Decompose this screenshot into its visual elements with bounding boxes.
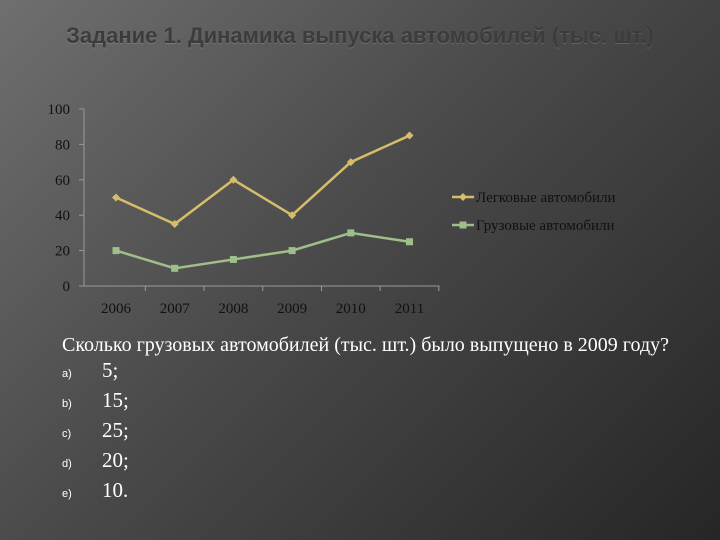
y-tick-label: 100 bbox=[48, 102, 71, 118]
option-text: 10. bbox=[102, 478, 129, 502]
data-point bbox=[112, 247, 120, 255]
x-tick-label: 2007 bbox=[160, 301, 191, 317]
option-marker: b) bbox=[62, 398, 72, 410]
answer-option-a[interactable]: a) 5; bbox=[62, 358, 682, 388]
legend-label: Легковые автомобили bbox=[476, 190, 616, 206]
data-point bbox=[405, 131, 414, 140]
line-chart: 0 20 40 60 80 100 2006 2007 2008 2009 2010 2011 Легк… bbox=[0, 90, 720, 330]
question-text: Сколько грузовых автомобилей (тыс. шт.) … bbox=[62, 334, 669, 356]
data-point bbox=[170, 220, 179, 229]
chart-canvas: 0 20 40 60 80 100 2006 2007 2008 2009 2010 2011 Легк… bbox=[48, 102, 616, 317]
data-point bbox=[288, 247, 296, 255]
legend-marker bbox=[459, 193, 467, 201]
data-point bbox=[229, 175, 238, 184]
option-marker: a) bbox=[62, 368, 72, 380]
data-point bbox=[347, 229, 355, 237]
y-tick-label: 60 bbox=[55, 173, 70, 189]
answer-option-b[interactable]: b) 15; bbox=[62, 388, 682, 418]
data-point bbox=[288, 211, 297, 220]
data-point bbox=[171, 264, 179, 272]
slide-title: Задание 1. Динамика выпуска автомобилей … bbox=[66, 23, 654, 48]
option-text: 25; bbox=[102, 418, 129, 442]
data-point bbox=[112, 193, 120, 202]
option-text: 15; bbox=[102, 388, 129, 412]
x-tick-label: 2009 bbox=[277, 301, 307, 317]
option-marker: d) bbox=[62, 458, 72, 470]
series-line-1 bbox=[115, 134, 411, 226]
series-line-2 bbox=[115, 231, 410, 270]
legend-marker bbox=[459, 221, 467, 229]
legend-label: Грузовые автомобили bbox=[476, 218, 615, 234]
x-tick-label: 2010 bbox=[336, 301, 366, 317]
option-marker: e) bbox=[62, 488, 72, 500]
y-tick-label: 0 bbox=[63, 279, 71, 295]
data-point bbox=[406, 238, 413, 246]
option-marker: c) bbox=[62, 428, 72, 440]
y-tick-label: 20 bbox=[55, 244, 70, 260]
answer-option-e[interactable]: e) 10. bbox=[62, 478, 682, 508]
x-tick-label: 2006 bbox=[101, 301, 132, 317]
option-text: 5; bbox=[102, 358, 119, 382]
answer-option-d[interactable]: d) 20; bbox=[62, 448, 682, 478]
data-point bbox=[229, 255, 237, 263]
x-tick-label: 2011 bbox=[395, 301, 424, 317]
answer-option-c[interactable]: c) 25; bbox=[62, 418, 682, 448]
x-tick-label: 2008 bbox=[218, 301, 248, 317]
data-point bbox=[346, 158, 355, 167]
answer-options: a) 5; b) 15; c) 25; d) 20; e) 10. bbox=[62, 358, 682, 508]
y-tick-label: 80 bbox=[55, 137, 70, 153]
option-text: 20; bbox=[102, 448, 129, 472]
question-block: Сколько грузовых автомобилей (тыс. шт.) … bbox=[62, 334, 682, 508]
y-tick-label: 40 bbox=[55, 208, 70, 224]
